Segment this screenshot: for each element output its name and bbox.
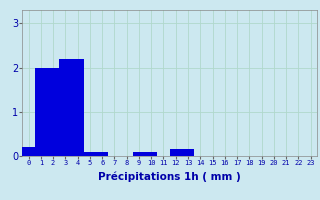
Bar [133, 152, 145, 156]
Bar [47, 68, 59, 156]
Bar [22, 147, 35, 156]
Bar [35, 68, 47, 156]
Bar [96, 152, 108, 156]
Bar [84, 152, 96, 156]
Bar [182, 149, 194, 156]
Bar [170, 149, 182, 156]
X-axis label: Précipitations 1h ( mm ): Précipitations 1h ( mm ) [98, 172, 241, 182]
Bar [145, 152, 157, 156]
Bar [59, 59, 71, 156]
Bar [71, 59, 84, 156]
